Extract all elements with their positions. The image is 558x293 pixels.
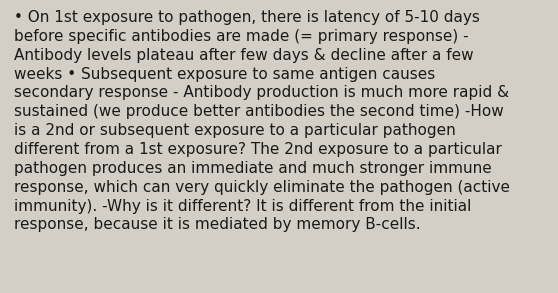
Text: • On 1st exposure to pathogen, there is latency of 5-10 days
before specific ant: • On 1st exposure to pathogen, there is … bbox=[14, 10, 510, 232]
